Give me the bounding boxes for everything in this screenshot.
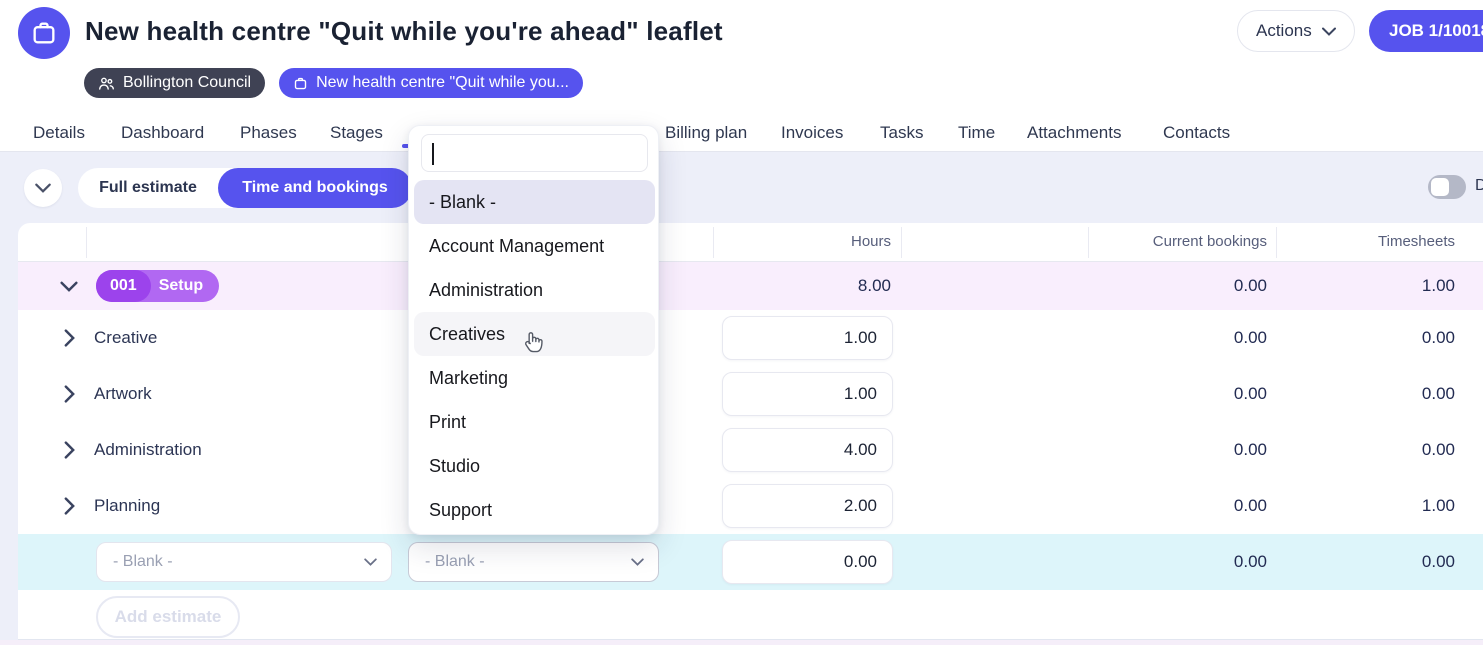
dropdown-option-account-management[interactable]: Account Management — [429, 235, 605, 256]
row-current-bookings: 0.00 — [1233, 384, 1267, 403]
stage-group-row[interactable]: 001 Setup 8.00 0.00 1.00 — [18, 262, 1483, 310]
actions-button[interactable]: Actions — [1237, 10, 1355, 52]
estimate-table: Hours Current bookings Timesheets 001 Se… — [18, 223, 1483, 640]
row-label: Creative — [94, 328, 158, 347]
chevron-right-icon[interactable] — [56, 325, 82, 351]
row-timesheets: 1.00 — [1421, 496, 1455, 515]
table-header-row: Hours Current bookings Timesheets — [18, 223, 1483, 262]
charge-code-select-value: - Blank - — [113, 553, 173, 570]
job-briefcase-icon — [18, 7, 70, 59]
full-estimate-segment[interactable]: Full estimate — [99, 179, 197, 196]
group-hours: 8.00 — [857, 276, 891, 295]
dropdown-option-creatives[interactable]: Creatives — [414, 312, 655, 356]
row-label: Planning — [94, 496, 161, 515]
estimate-row: Administration 4.00 0.00 0.00 — [18, 422, 1483, 478]
dropdown-option-administration[interactable]: Administration — [429, 279, 544, 300]
estimate-panel: Full estimate Time and bookings D Hours … — [0, 152, 1483, 645]
add-estimate-button[interactable]: Add estimate — [96, 596, 240, 638]
collapse-all-button[interactable] — [24, 169, 62, 207]
bottom-strip — [0, 640, 1483, 645]
dropdown-option-studio[interactable]: Studio — [429, 455, 481, 476]
job-tag[interactable]: New health centre "Quit while you... — [279, 68, 583, 98]
tab-time[interactable]: Time — [958, 123, 996, 142]
row-current-bookings: 0.00 — [1233, 496, 1267, 515]
group-current-bookings: 0.00 — [1233, 276, 1267, 295]
tab-details[interactable]: Details — [33, 123, 85, 142]
column-separator — [86, 227, 87, 258]
pointer-cursor-icon — [521, 330, 547, 358]
time-and-bookings-segment[interactable]: Time and bookings — [218, 168, 412, 208]
tag-row: Bollington Council New health centre "Qu… — [84, 68, 583, 98]
detail-toggle[interactable] — [1428, 175, 1466, 199]
client-tag-label: Bollington Council — [123, 74, 252, 91]
dropdown-option-marketing[interactable]: Marketing — [429, 367, 509, 388]
tab-invoices[interactable]: Invoices — [781, 123, 844, 142]
chevron-right-icon[interactable] — [56, 437, 82, 463]
toggle-label-cutoff: D — [1475, 177, 1483, 194]
chevron-down-icon[interactable] — [56, 273, 82, 299]
estimate-view-switch: Full estimate Time and bookings — [78, 168, 412, 208]
stage-pill[interactable]: 001 Setup — [96, 270, 220, 302]
header-timesheets: Timesheets — [1378, 233, 1455, 250]
row-label: Administration — [94, 440, 202, 459]
stage-code: 001 — [96, 270, 151, 302]
column-separator — [901, 227, 902, 258]
row-current-bookings: 0.00 — [1233, 552, 1267, 571]
estimate-row: Planning 2.00 0.00 1.00 — [18, 478, 1483, 534]
chevron-right-icon[interactable] — [56, 381, 82, 407]
hours-input[interactable]: 4.00 — [722, 428, 893, 472]
stage-name: Setup — [158, 277, 204, 294]
client-tag[interactable]: Bollington Council — [84, 68, 266, 98]
tab-attachments[interactable]: Attachments — [1027, 123, 1122, 142]
dropdown-option-blank[interactable]: - Blank - — [414, 180, 655, 224]
column-separator — [1276, 227, 1277, 258]
tab-contacts[interactable]: Contacts — [1163, 123, 1231, 142]
hours-input[interactable]: 0.00 — [722, 540, 893, 584]
new-estimate-row: - Blank - - Blank - 0.00 0.00 0.00 — [18, 534, 1483, 590]
column-separator — [713, 227, 714, 258]
tab-bar: Details Dashboard Phases Stages Billing … — [0, 115, 1483, 152]
team-select-value: - Blank - — [425, 553, 485, 570]
header-current-bookings: Current bookings — [1152, 233, 1267, 250]
actions-label: Actions — [1256, 21, 1312, 40]
row-timesheets: 0.00 — [1421, 440, 1455, 459]
row-current-bookings: 0.00 — [1233, 440, 1267, 459]
tab-stages[interactable]: Stages — [330, 123, 383, 142]
team-select-open[interactable]: - Blank - — [408, 542, 659, 582]
charge-code-select[interactable]: - Blank - — [96, 542, 392, 582]
job-number-button[interactable]: JOB 1/10018 — [1369, 10, 1483, 52]
hours-input[interactable]: 1.00 — [722, 372, 893, 416]
briefcase-icon — [293, 76, 308, 91]
row-timesheets: 0.00 — [1421, 552, 1455, 571]
group-timesheets: 1.00 — [1421, 276, 1455, 295]
page-header: New health centre "Quit while you're ahe… — [0, 0, 1483, 115]
row-timesheets: 0.00 — [1421, 384, 1455, 403]
estimate-row: Artwork 1.00 0.00 0.00 — [18, 366, 1483, 422]
tab-phases[interactable]: Phases — [240, 123, 297, 142]
header-hours: Hours — [850, 233, 891, 250]
row-timesheets: 0.00 — [1421, 328, 1455, 347]
tab-dashboard[interactable]: Dashboard — [121, 123, 205, 142]
column-separator — [1088, 227, 1089, 258]
row-current-bookings: 0.00 — [1233, 328, 1267, 347]
people-group-icon — [98, 76, 115, 91]
hours-input[interactable]: 1.00 — [722, 316, 893, 360]
dropdown-search-input[interactable] — [421, 134, 648, 172]
estimate-row: Creative 1.00 0.00 0.00 — [18, 310, 1483, 366]
row-label: Artwork — [94, 384, 152, 403]
tab-billing-plan[interactable]: Billing plan — [665, 123, 748, 142]
toggle-knob — [1431, 178, 1449, 196]
dropdown-option-support[interactable]: Support — [429, 499, 493, 520]
tab-tasks[interactable]: Tasks — [880, 123, 924, 142]
chevron-down-icon — [1321, 27, 1336, 36]
chevron-right-icon[interactable] — [56, 493, 82, 519]
job-tag-label: New health centre "Quit while you... — [316, 74, 569, 91]
team-dropdown-panel: - Blank - Account Management Administrat… — [408, 125, 659, 535]
text-caret — [432, 143, 434, 165]
page-title: New health centre "Quit while you're ahe… — [85, 16, 723, 46]
dropdown-option-print[interactable]: Print — [429, 411, 467, 432]
hours-input[interactable]: 2.00 — [722, 484, 893, 528]
